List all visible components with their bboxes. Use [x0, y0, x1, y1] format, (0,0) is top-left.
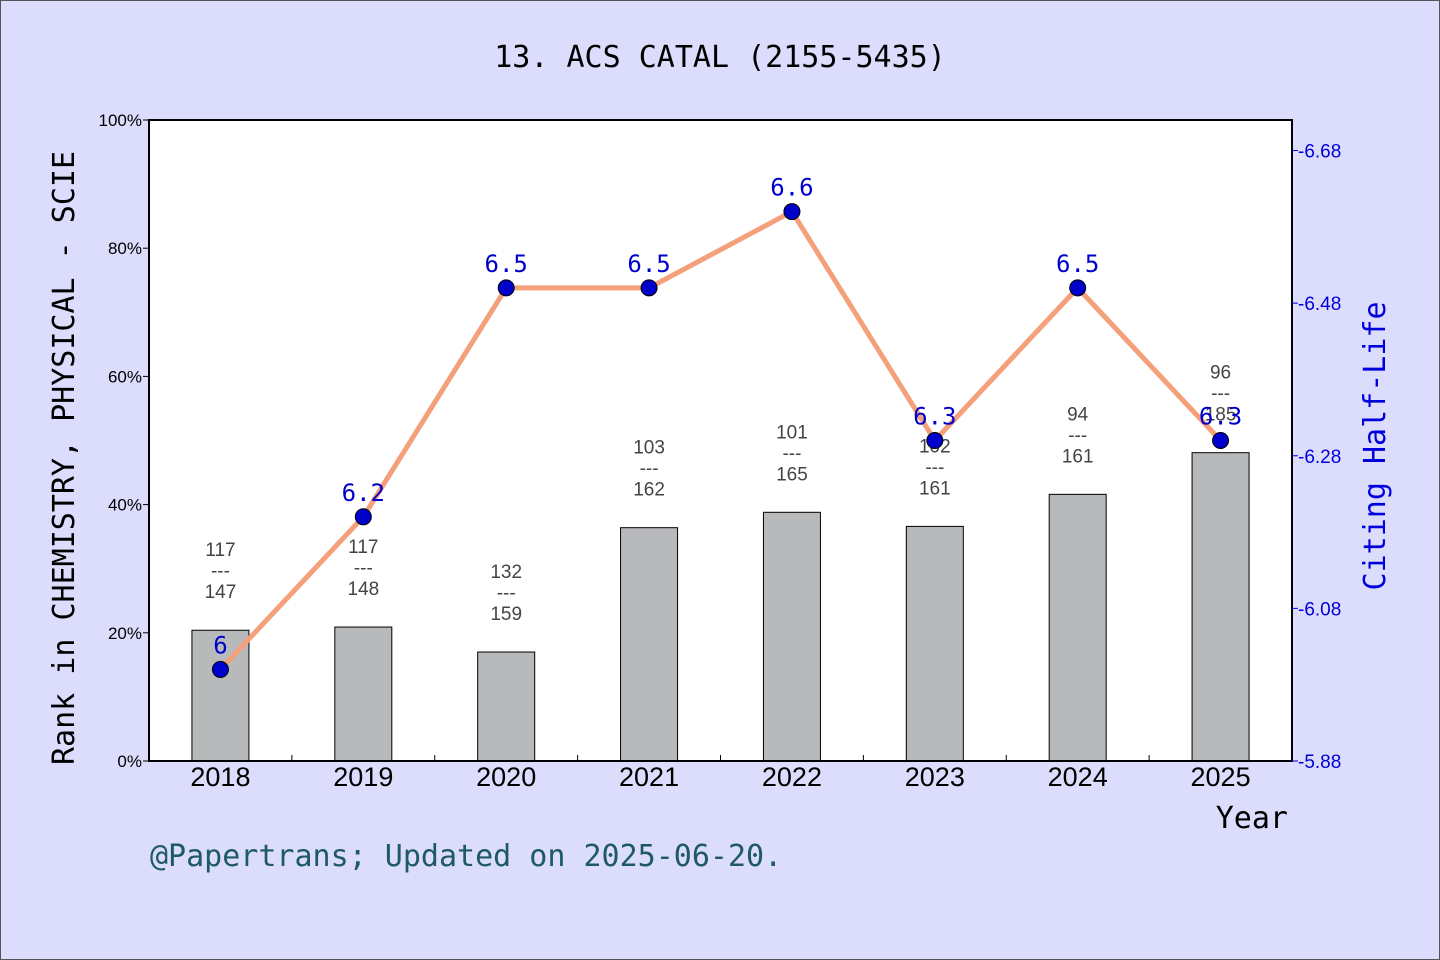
fraction-separator: --- [782, 443, 801, 464]
total-label: 185 [1205, 405, 1237, 426]
rank-label: 101 [776, 422, 808, 443]
half-life-point-2022 [783, 203, 801, 221]
y-tick-label: 20% [108, 624, 142, 643]
fraction-separator: --- [354, 558, 373, 579]
total-label: 161 [1062, 446, 1094, 467]
total-label: 162 [633, 480, 665, 501]
half-life-label: 6.6 [770, 174, 813, 202]
bar-2019 [334, 626, 393, 762]
y-tick-label: 80% [108, 239, 142, 258]
half-life-label: 6.5 [627, 250, 670, 278]
bar-2023 [905, 525, 964, 762]
fraction-separator: --- [1211, 384, 1230, 405]
half-life-label: 6.2 [342, 479, 385, 507]
total-label: 148 [347, 579, 379, 600]
rank-label: 132 [490, 562, 522, 583]
fraction-separator: --- [1068, 425, 1087, 446]
total-label: 161 [919, 478, 951, 499]
half-life-point-2021 [640, 279, 658, 297]
half-life-point-2023 [926, 432, 944, 449]
rank-label: 117 [205, 540, 235, 561]
bar-2021 [620, 527, 679, 762]
rank-label: 117 [348, 537, 378, 558]
x-tick-label: 2018 [190, 762, 250, 792]
x-tick-label: 2020 [476, 762, 536, 792]
total-label: 159 [490, 604, 522, 625]
half-life-label: 6.3 [913, 403, 956, 431]
x-tick-label: 2022 [762, 762, 822, 792]
y2-axis-label: Citing Half-Life [1358, 302, 1393, 591]
half-life-point-2024 [1069, 279, 1087, 297]
bar-2025 [1191, 452, 1250, 762]
half-life-point-2025 [1212, 432, 1230, 449]
half-life-point-2018 [211, 660, 229, 678]
x-tick-label: 2024 [1048, 762, 1108, 792]
bar-2022 [762, 511, 821, 762]
y2-tick-label: -6.28 [1298, 447, 1341, 468]
rank-label: 96 [1210, 363, 1231, 384]
fraction-separator: --- [497, 583, 516, 604]
half-life-point-2020 [497, 279, 515, 297]
bar-2024 [1048, 493, 1107, 762]
fraction-separator: --- [211, 561, 230, 582]
fraction-separator: --- [640, 459, 659, 480]
y-tick-label: 40% [108, 496, 142, 515]
plot-area [149, 120, 1292, 761]
rank-label: 94 [1067, 404, 1089, 425]
y-axis-label: Rank in CHEMISTRY, PHYSICAL - SCIE [47, 151, 82, 765]
y2-tick-label: -6.68 [1298, 142, 1341, 163]
y-tick-label: 60% [108, 367, 142, 386]
footer-note: @Papertrans; Updated on 2025-06-20. [150, 839, 782, 874]
half-life-point-2019 [354, 508, 372, 526]
total-label: 165 [776, 464, 808, 485]
total-label: 147 [205, 582, 237, 603]
half-life-label: 6.5 [485, 250, 528, 278]
y2-tick-label: -5.88 [1298, 752, 1341, 773]
x-tick-label: 2021 [619, 762, 679, 792]
fraction-separator: --- [925, 457, 944, 478]
rank-label: 103 [633, 438, 665, 459]
chart-title: 13. ACS CATAL (2155-5435) [494, 40, 946, 75]
half-life-label: 6.3 [1199, 403, 1242, 431]
y-tick-label: 0% [117, 752, 142, 771]
y2-tick-label: -6.08 [1298, 599, 1341, 620]
half-life-line [218, 209, 1223, 672]
y-tick-label: 100% [99, 111, 142, 130]
x-tick-label: 2019 [333, 762, 393, 792]
bar-2020 [477, 651, 536, 762]
x-axis-label: Year [1216, 801, 1288, 836]
y2-tick-label: -6.48 [1298, 294, 1341, 315]
x-tick-label: 2025 [1191, 762, 1251, 792]
half-life-label: 6.5 [1056, 250, 1099, 278]
x-tick-label: 2023 [905, 762, 965, 792]
half-life-label: 6 [213, 631, 227, 659]
